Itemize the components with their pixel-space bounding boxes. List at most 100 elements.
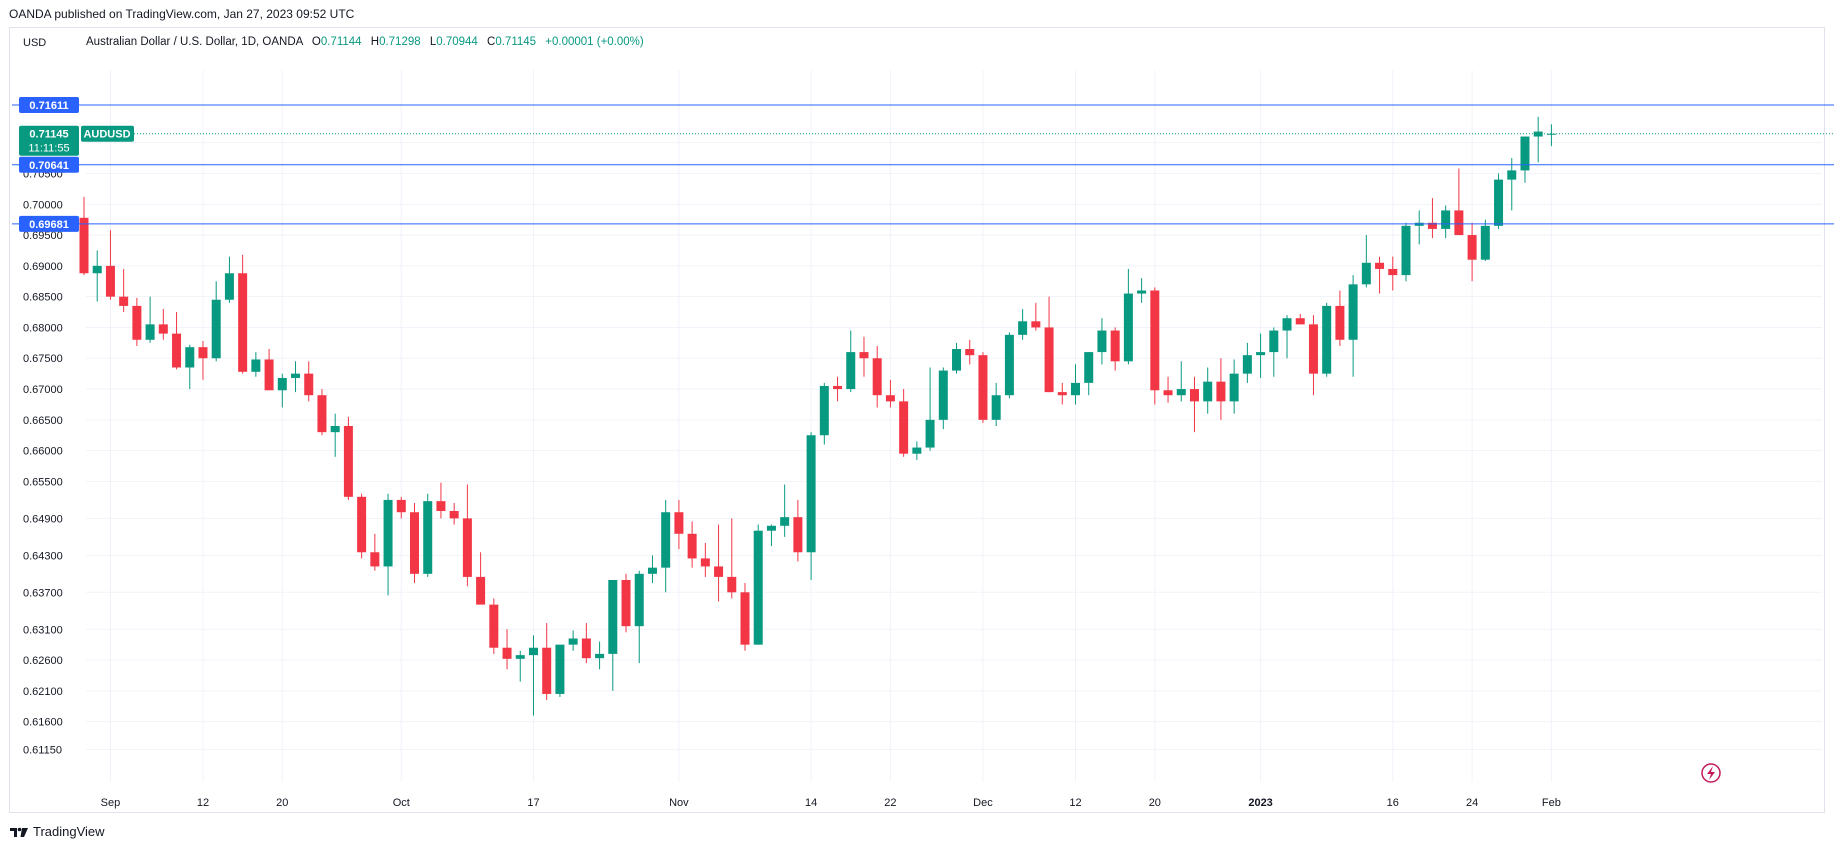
candle-body [423, 501, 433, 574]
candle [952, 342, 962, 374]
candle-body [1269, 330, 1279, 353]
candle [158, 308, 168, 340]
tradingview-logo-icon [10, 827, 28, 837]
candle-body [1520, 136, 1530, 171]
candle-body [476, 576, 486, 605]
candle [1189, 376, 1199, 433]
candle [859, 336, 869, 377]
candle [925, 367, 935, 451]
y-tick-label: 0.68000 [23, 322, 63, 334]
candle [1427, 198, 1437, 239]
tradingview-footer[interactable]: TradingView [10, 824, 105, 839]
candle [727, 518, 737, 599]
candle [1308, 315, 1318, 396]
candle [370, 533, 380, 571]
candle-body [714, 566, 724, 577]
candle-body [700, 558, 710, 567]
y-tick-label: 0.62600 [23, 655, 63, 667]
candle-body [555, 644, 565, 694]
candle-body [1150, 290, 1160, 391]
candle [423, 493, 433, 577]
candle [1097, 318, 1107, 365]
candle [555, 644, 565, 698]
chart-frame [9, 27, 1825, 813]
candle [1361, 235, 1371, 288]
candle-body [211, 299, 221, 359]
open-label: O [311, 36, 321, 48]
candle [1414, 210, 1424, 245]
candle [1480, 219, 1490, 261]
candle [1163, 376, 1173, 403]
candle-body [238, 273, 248, 372]
candle-body [224, 273, 234, 300]
candle [621, 573, 631, 633]
candle [1454, 168, 1464, 236]
candle-body [542, 647, 552, 694]
candle [740, 583, 750, 651]
candle [1282, 315, 1292, 359]
candle-body [674, 512, 684, 534]
candle [1242, 342, 1252, 383]
candle [105, 230, 115, 300]
candle [780, 484, 790, 537]
level-badge [19, 215, 79, 232]
candle [277, 373, 287, 408]
candle-body [383, 499, 393, 567]
candle-body [1123, 293, 1133, 362]
candle-body [462, 518, 472, 577]
candle-body [105, 265, 115, 297]
candle-body [1137, 290, 1147, 294]
candle [145, 296, 155, 343]
candle [1031, 302, 1041, 331]
candle [1150, 287, 1160, 405]
y-tick-label: 0.69000 [23, 261, 63, 273]
candle [185, 344, 195, 390]
y-tick-label: 0.66500 [23, 415, 63, 427]
candle [1467, 222, 1477, 282]
candle [515, 650, 525, 682]
candle-body [1546, 133, 1556, 135]
candle-body [925, 419, 935, 448]
candle [1546, 124, 1556, 147]
candle-body [885, 395, 895, 402]
open-value: 0.71144 [320, 36, 362, 48]
candle [674, 499, 684, 550]
candle-body [119, 296, 129, 306]
candle-body [1242, 355, 1252, 374]
x-tick-label: Feb [1542, 797, 1561, 809]
symbol-badge [81, 125, 134, 142]
lightning-icon[interactable] [1701, 763, 1721, 783]
level-badge [19, 97, 79, 114]
x-tick-label: 12 [1069, 797, 1081, 809]
currency-label: USD [23, 37, 47, 49]
low-value: 0.70944 [436, 36, 478, 48]
candle [885, 379, 895, 408]
candle-body [343, 426, 353, 497]
candle [291, 361, 301, 393]
candle [528, 635, 538, 716]
candle-body [515, 655, 525, 659]
published-caption: OANDA published on TradingView.com, Jan … [9, 7, 355, 21]
candle-body [1176, 389, 1186, 396]
candle [211, 281, 221, 362]
candle [1507, 158, 1517, 211]
candle-body [1388, 268, 1398, 276]
x-tick-label: 16 [1387, 797, 1399, 809]
last-price-badge [19, 125, 79, 156]
y-tick-label: 0.63700 [23, 587, 63, 599]
candle-body [489, 604, 499, 648]
candle-body [1256, 352, 1266, 356]
candle [806, 432, 816, 580]
candle-body [859, 352, 869, 359]
y-tick-label: 0.61600 [23, 717, 63, 729]
symbol-title: Australian Dollar / U.S. Dollar, 1D, OAN… [86, 36, 303, 48]
candle [1295, 313, 1305, 325]
candle-body [410, 512, 419, 574]
candle-body [1163, 390, 1173, 396]
x-tick-label: 14 [805, 797, 817, 809]
y-tick-label: 0.64300 [23, 550, 63, 562]
y-tick-label: 0.68500 [23, 292, 63, 304]
candle-body [1229, 373, 1239, 402]
candle [700, 543, 710, 577]
